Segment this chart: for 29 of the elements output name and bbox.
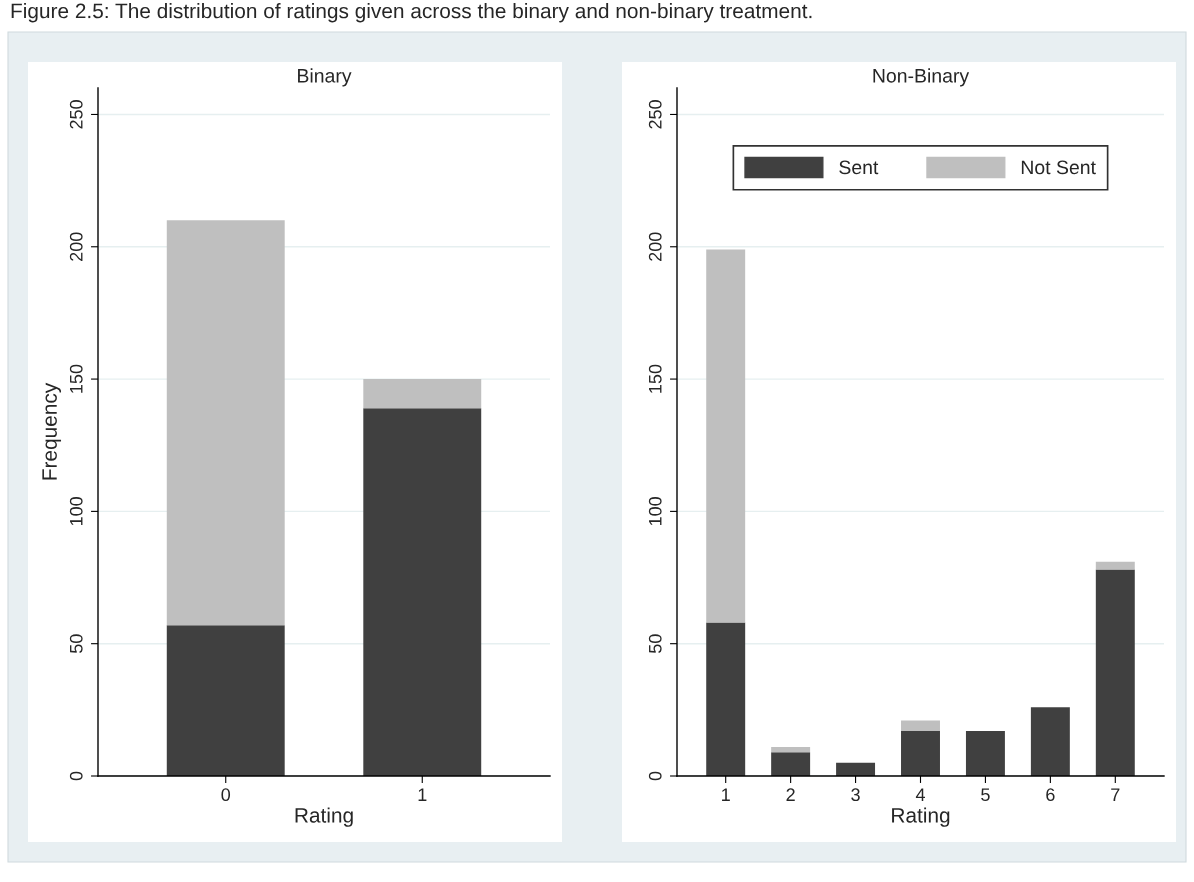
x-tick-label: 0: [221, 788, 231, 802]
x-axis-title: Rating: [892, 807, 950, 827]
x-tick-label: 2: [786, 788, 795, 801]
y-tick-label: 100: [69, 497, 83, 526]
y-tick-label: 150: [648, 364, 662, 393]
y-tick-label: 0: [69, 771, 83, 781]
x-tick-label: 3: [851, 788, 860, 802]
chart-title: Binary: [298, 68, 352, 87]
x-tick-label: 5: [981, 788, 990, 802]
chart-title: Non-Binary: [873, 68, 970, 87]
y-tick-label: 100: [648, 497, 662, 526]
y-tick-label: 200: [648, 232, 662, 261]
x-tick-label: 4: [915, 788, 925, 801]
y-tick-label: 150: [69, 364, 83, 393]
y-tick-label: 250: [648, 100, 662, 129]
x-tick-label: 7: [1111, 788, 1120, 801]
x-tick-label: 6: [1046, 788, 1055, 802]
y-tick-label: 200: [69, 232, 83, 261]
x-tick-label: 1: [418, 788, 427, 801]
legend-label: Not Sent: [1021, 160, 1096, 175]
y-axis-title: Frequency: [42, 382, 62, 480]
y-tick-label: 250: [69, 100, 83, 129]
caption: Figure 2.5: The distribution of ratings given across the binary and non-binary treatment.: [11, 3, 812, 23]
x-axis-title: Rating: [295, 807, 353, 827]
legend-label: Sent: [839, 160, 879, 175]
y-tick-label: 0: [648, 771, 662, 781]
x-tick-label: 1: [722, 788, 730, 801]
y-tick-label: 50: [69, 634, 83, 654]
y-tick-label: 50: [648, 634, 662, 654]
